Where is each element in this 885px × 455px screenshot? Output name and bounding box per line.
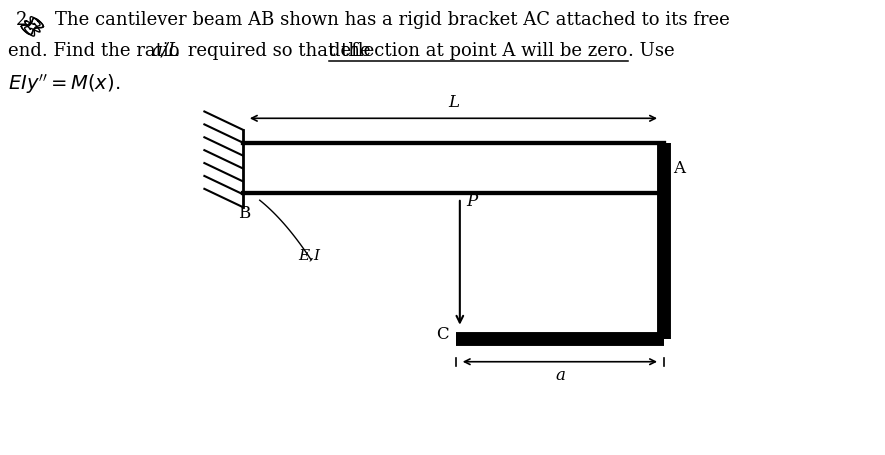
Text: C: C <box>436 326 449 343</box>
Text: $EIy'' = M(x).$: $EIy'' = M(x).$ <box>8 72 119 96</box>
Text: . Use: . Use <box>628 42 675 60</box>
Text: a/L: a/L <box>151 42 181 60</box>
Bar <box>242 143 665 193</box>
Text: required so that the: required so that the <box>182 42 377 60</box>
Text: L: L <box>448 95 459 111</box>
Text: 2.: 2. <box>15 11 33 30</box>
Text: B: B <box>238 205 250 222</box>
Text: The cantilever beam AB shown has a rigid bracket AC attached to its free: The cantilever beam AB shown has a rigid… <box>56 11 730 30</box>
Text: P: P <box>466 193 478 210</box>
Text: A: A <box>673 160 685 177</box>
Text: end. Find the ratio: end. Find the ratio <box>8 42 185 60</box>
Text: E,I: E,I <box>298 248 320 262</box>
Text: a: a <box>555 367 565 384</box>
Text: deflection at point A will be zero: deflection at point A will be zero <box>328 42 627 60</box>
